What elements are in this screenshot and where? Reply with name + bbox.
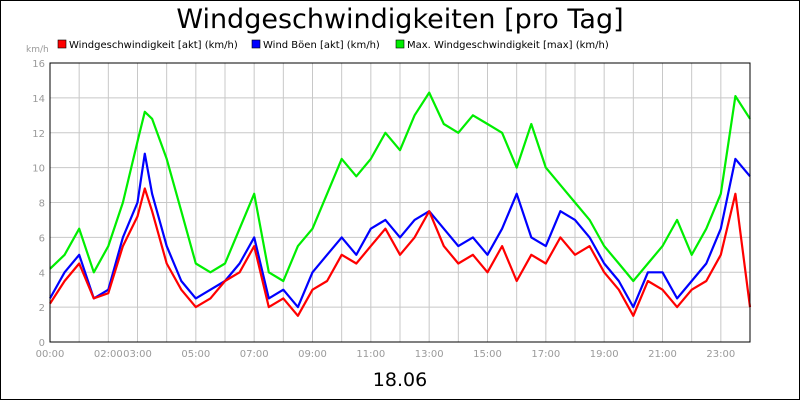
y-tick-label: 4 (39, 268, 45, 279)
x-axis-label: 18.06 (373, 369, 427, 391)
x-tick-label: 07:00 (240, 349, 269, 360)
y-tick-label: 10 (32, 164, 45, 175)
legend-swatch (251, 39, 261, 49)
y-tick-label: 0 (39, 338, 45, 349)
legend-swatch (395, 39, 405, 49)
series-lines (49, 91, 752, 317)
series-line-0 (49, 187, 752, 317)
x-axis: 00:00 02:00 03:00 05:00 07:00 09:00 11:00 13:00… (36, 349, 736, 360)
legend-swatch (57, 39, 67, 49)
x-tick-label: 05:00 (181, 349, 210, 360)
legend-entry: Wind Böen [akt] (km/h) (263, 40, 380, 51)
legend-entry: Max. Windgeschwindigkeit [max] (km/h) (407, 40, 609, 51)
y-tick-label: 2 (39, 303, 45, 314)
x-tick-label: 17:00 (531, 349, 560, 360)
legend: Windgeschwindigkeit [akt] (km/h) Wind Böe… (57, 39, 609, 51)
y-axis-unit: km/h (26, 45, 49, 55)
x-tick-label: 23:00 (706, 349, 735, 360)
plot-area-border (49, 62, 751, 343)
y-tick-label: 8 (39, 199, 45, 210)
x-tick-label: 02:00 (94, 349, 123, 360)
x-tick-label: 21:00 (648, 349, 677, 360)
y-tick-label: 14 (32, 94, 45, 105)
x-tick-label: 19:00 (590, 349, 619, 360)
y-axis: 0 2 4 6 8 10 12 14 16 (32, 59, 45, 349)
chart-title: Windgeschwindigkeiten [pro Tag] (176, 4, 623, 35)
x-tick-label: 03:00 (123, 349, 152, 360)
x-tick-label: 09:00 (298, 349, 327, 360)
x-tick-label: 00:00 (36, 349, 65, 360)
series-line-2 (49, 91, 751, 283)
y-tick-label: 12 (32, 129, 45, 140)
legend-entry: Windgeschwindigkeit [akt] (km/h) (69, 40, 238, 51)
x-tick-label: 15:00 (473, 349, 502, 360)
y-tick-label: 6 (39, 233, 45, 244)
x-tick-label: 13:00 (415, 349, 444, 360)
x-tick-label: 11:00 (356, 349, 385, 360)
series-line-1 (49, 152, 751, 309)
y-tick-label: 16 (32, 59, 45, 70)
